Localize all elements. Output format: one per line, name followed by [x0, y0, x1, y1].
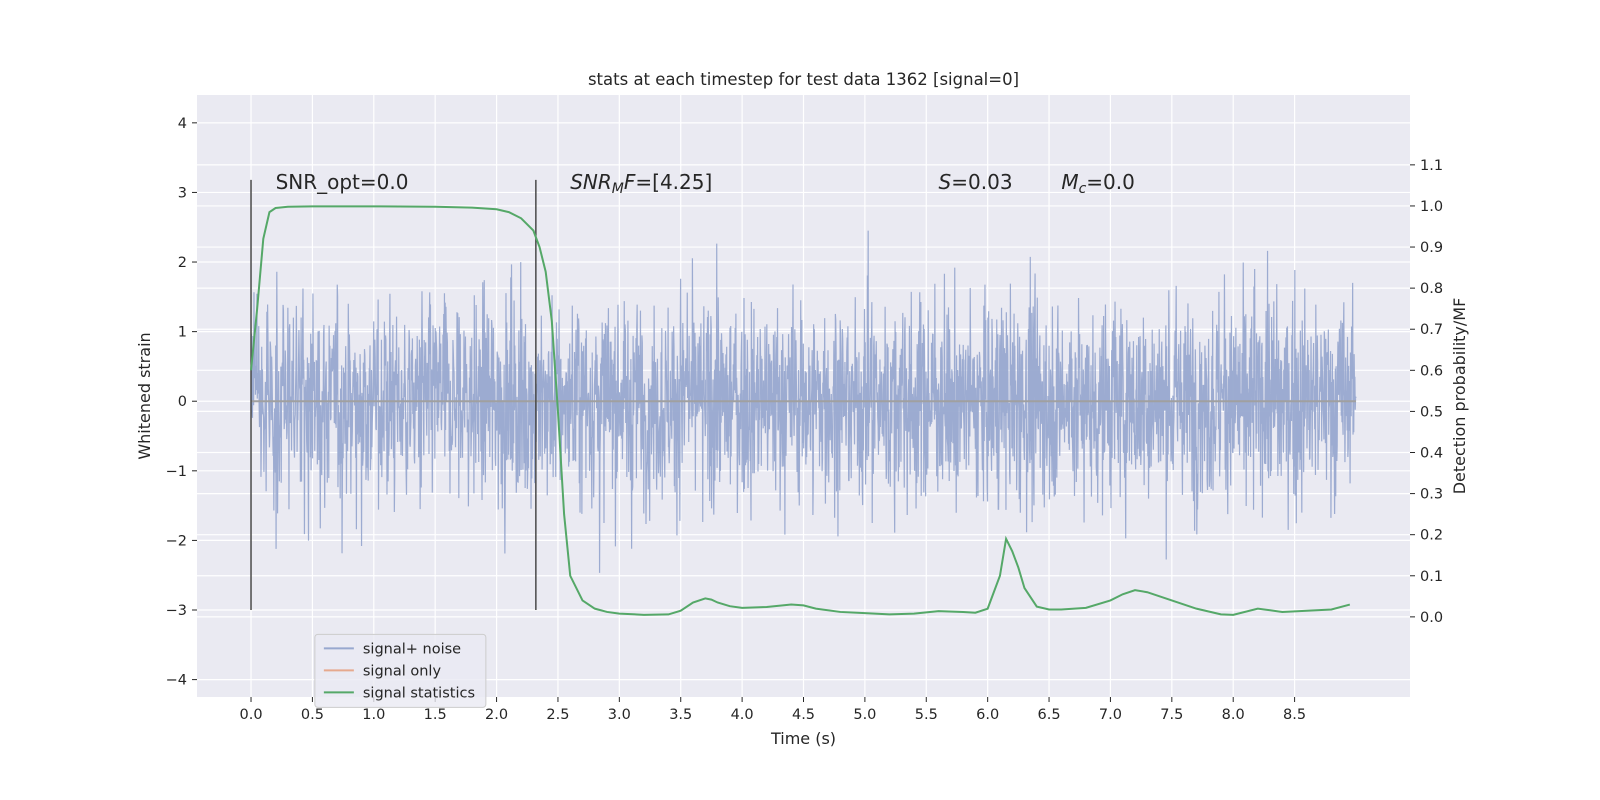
x-tick-label: 2.5: [546, 707, 569, 723]
y2-tick-label: 1.1: [1420, 158, 1443, 174]
y2-tick-label: 0.4: [1420, 446, 1443, 462]
x-tick-label: 8.0: [1222, 707, 1245, 723]
y-tick-label: −3: [166, 603, 187, 619]
x-tick-label: 0.5: [301, 707, 324, 723]
annotation-snr-mf-sub: M: [612, 181, 624, 197]
x-axis-ticks: 0.0 0.5 1.0 1.5 2.0 2.5 3.0 3.5 4.0 4.5 5.0 5.5 6.0 6…: [239, 697, 1306, 723]
x-tick-label: 8.5: [1283, 707, 1306, 723]
x-tick-label: 5.5: [915, 707, 938, 723]
y-tick-label: 3: [178, 185, 187, 201]
legend-label-signal-only: signal only: [363, 663, 442, 679]
y-tick-label: −1: [166, 464, 187, 480]
annotation-s-main: S: [939, 170, 952, 194]
y2-tick-label: 0.5: [1420, 404, 1443, 420]
signal-noise-line: [250, 230, 1357, 573]
y2-axis-ticks: 1.1 1.0 0.9 0.8 0.7 0.6 0.5 0.4 0.3 0.2 0.1 0.0: [1410, 158, 1443, 626]
x-tick-label: 4.0: [731, 707, 754, 723]
y-tick-label: 0: [178, 394, 187, 410]
annotation-s-value: =0.03: [951, 170, 1012, 194]
x-tick-label: 0.0: [239, 707, 262, 723]
legend-label-signal-noise: signal+ noise: [363, 641, 461, 657]
y-axis-ticks: 4 3 2 1 0 −1 −2 −3 −4: [166, 116, 197, 689]
annotation-mc-value: =0.0: [1086, 170, 1135, 194]
y2-tick-label: 1.0: [1420, 199, 1443, 215]
annotation-snr-mf-main2: F: [624, 170, 636, 194]
signal-statistics-line: [250, 205, 1351, 616]
signal-noise-series: [250, 230, 1357, 573]
event-markers: [250, 179, 537, 611]
y-tick-label: 1: [178, 325, 187, 341]
x-tick-label: 6.0: [976, 707, 999, 723]
annotation-snr-opt: SNR_opt=0.0: [276, 170, 409, 194]
x-tick-label: 2.0: [485, 707, 508, 723]
y-tick-label: −4: [166, 673, 187, 689]
legend-box: [314, 633, 487, 708]
x-tick-label: 7.5: [1160, 707, 1183, 723]
y-tick-label: −2: [166, 533, 187, 549]
legend: signal+ noise signal only signal statist…: [314, 633, 487, 708]
x-tick-label: 6.5: [1038, 707, 1061, 723]
chart-title: stats at each timestep for test data 136…: [588, 70, 1019, 89]
y-tick-label: 4: [178, 116, 187, 132]
y-axis-label: Whitened strain: [135, 332, 154, 459]
x-tick-label: 5.0: [853, 707, 876, 723]
y2-tick-label: 0.1: [1420, 569, 1443, 585]
x-tick-label: 4.5: [792, 707, 815, 723]
annotation-snr-mf-value: =[4.25]: [635, 170, 712, 194]
y2-axis-label: Detection probability/MF: [1450, 298, 1469, 495]
x-tick-label: 1.5: [424, 707, 447, 723]
x-tick-label: 7.0: [1099, 707, 1122, 723]
y2-tick-label: 0.2: [1420, 528, 1443, 544]
annotation-snr-mf-main: SNR: [570, 170, 612, 194]
y2-tick-label: 0.3: [1420, 487, 1443, 503]
x-tick-label: 1.0: [362, 707, 385, 723]
x-tick-label: 3.5: [669, 707, 692, 723]
y2-tick-label: 0.6: [1420, 363, 1443, 379]
annotation-snr-mf: SNRMF=[4.25]: [570, 170, 712, 197]
y-tick-label: 2: [178, 255, 187, 271]
x-tick-label: 3.0: [608, 707, 631, 723]
legend-label-signal-statistics: signal statistics: [363, 685, 475, 701]
annotation-mc-sub: c: [1079, 181, 1087, 197]
y2-tick-label: 0.8: [1420, 281, 1443, 297]
y2-tick-label: 0.7: [1420, 322, 1443, 338]
x-axis-label: Time (s): [770, 729, 836, 748]
annotation-mc: Mc=0.0: [1061, 170, 1135, 197]
y2-tick-label: 0.9: [1420, 240, 1443, 256]
y2-tick-label: 0.0: [1420, 610, 1443, 626]
annotation-s: S=0.03: [939, 170, 1013, 194]
signal-statistics-series: [250, 205, 1351, 616]
annotation-mc-main: M: [1061, 170, 1078, 194]
